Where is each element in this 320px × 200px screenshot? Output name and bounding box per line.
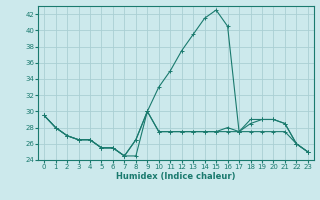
X-axis label: Humidex (Indice chaleur): Humidex (Indice chaleur) — [116, 172, 236, 181]
